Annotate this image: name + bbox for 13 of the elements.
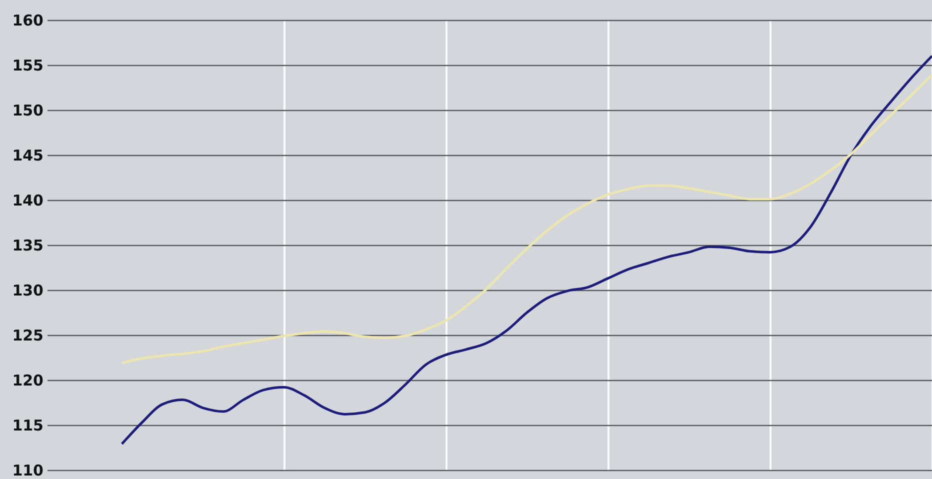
- y-tick-label: 125: [12, 326, 44, 344]
- y-tick-label: 145: [12, 146, 44, 164]
- y-tick-label: 110: [12, 462, 44, 479]
- line-series: [120, 54, 932, 446]
- y-tick-label: 150: [12, 102, 44, 120]
- y-tick-label: 160: [12, 12, 44, 30]
- y-tick-label: 140: [12, 192, 44, 210]
- y-tick-label: 130: [12, 282, 44, 300]
- y-tick-label: 155: [12, 56, 44, 74]
- y-tick-label: 120: [12, 372, 44, 390]
- y-tick-label: 115: [12, 416, 44, 434]
- line-series: [120, 74, 932, 364]
- y-tick-label: 135: [12, 236, 44, 254]
